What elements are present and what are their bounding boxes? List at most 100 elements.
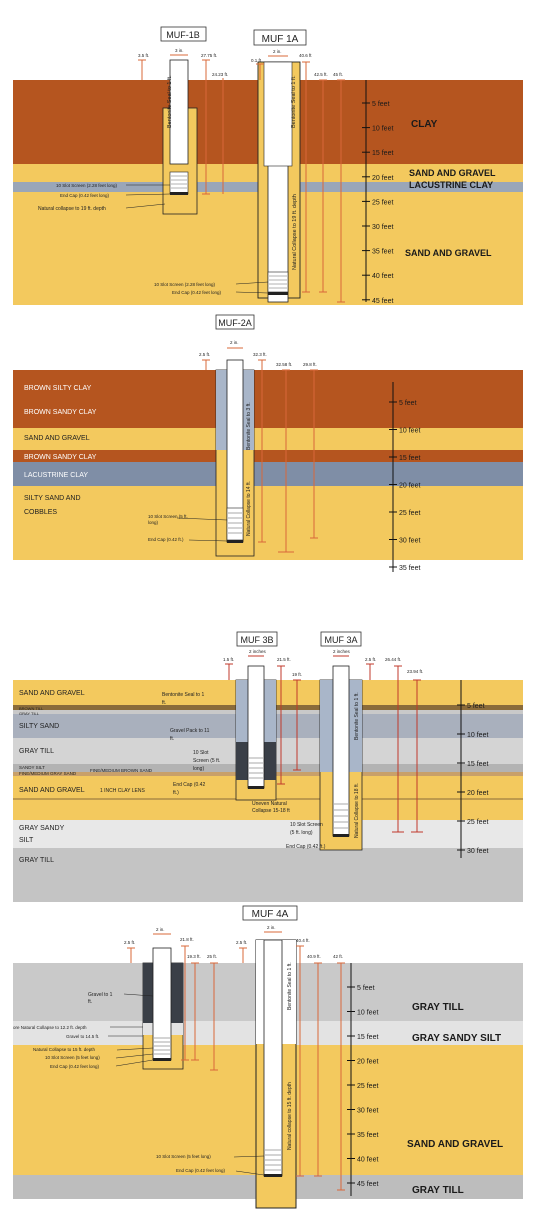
note-3a-cap: End Cap (0.42 ft.) [286, 844, 326, 850]
stratum-brown-silty-clay: BROWN SILTY CLAY [24, 385, 92, 392]
dim-1a-h: 42.5 ft. [314, 72, 328, 77]
dim-4-i: 40.9 ft. [307, 954, 321, 959]
dim-4-h: 40.4 ft. [296, 938, 310, 943]
scale-label: 15 feet [467, 761, 488, 768]
panel-4: MUF 4A 2 in. 2.5 ft. 21.8 ft. 19.3 ft. 2… [13, 905, 523, 1209]
note-3b-gravel-2: ft. [170, 736, 174, 742]
stratum-silty-sand: SILTY SAND AND [24, 495, 81, 502]
stratum-gray-till: GRAY TILL [412, 1002, 464, 1013]
note-4-collapse-15: Natural Collapse to 15 ft. depth [33, 1047, 96, 1052]
scale-label: 40 feet [357, 1157, 378, 1164]
scale-label: 35 feet [357, 1132, 378, 1139]
note-3b-cap: End Cap (0.42 [173, 782, 205, 788]
scale-label: 10 feet [372, 126, 393, 133]
stratum-brown-till: BROWN TILL [19, 706, 44, 711]
lacustrine-layer [13, 462, 523, 486]
scale-label: 30 feet [399, 538, 420, 545]
note-2a-cap: End Cap (0.42 ft.) [148, 537, 184, 542]
note-4-collapse: ore Natural Collapse to 12.2 ft. depth [13, 1025, 87, 1030]
dim-1b-c: 27.75 ft. [201, 53, 217, 58]
note-1a-slot: 10 Slot Screen (2.28 feet long) [154, 282, 216, 287]
muf-3a-end-cap [333, 834, 349, 837]
dim-2a-a: 2.5 ft. [199, 352, 210, 357]
scale-label: 20 feet [372, 175, 393, 182]
muf-1a-collapse-note: Natural Collapse to 19 ft. depth [292, 194, 298, 270]
title-muf-4a: MUF 4A [252, 909, 289, 920]
gray-sandy-silt-layer [13, 820, 523, 848]
dim-3b-c: 21.5 ft. [277, 657, 291, 662]
dim-3a-h: 23.94 ft. [407, 669, 423, 674]
muf-2a-seal-note: Bentonite Seal to 3 ft. [246, 402, 252, 450]
note-3b-seal: Bentonite Seal to 1 [162, 692, 204, 698]
scale-label: 30 feet [372, 224, 393, 231]
note-4-cap-right: End Cap (0.42 feet long) [176, 1168, 226, 1173]
note-3a-slot: 10 Slot Screen [290, 822, 323, 828]
stratum-gray-till-2: GRAY TILL [412, 1185, 464, 1196]
title-muf-2a: MUF-2A [218, 318, 252, 328]
title-box-muf-4a [242, 905, 298, 921]
scale-label: 40 feet [372, 273, 393, 280]
muf-3a-collapse-note: Natural Collapse to 18 ft. [354, 783, 360, 838]
scale-label: 15 feet [399, 455, 420, 462]
dim-1b-d: 24.23 ft. [212, 72, 228, 77]
stratum-gray-till: GRAY TILL [19, 711, 40, 716]
note-3b-seal-2: ft. [162, 700, 166, 706]
scale-label: 25 feet [372, 199, 393, 206]
stratum-fine-gray-sand: FINE/MEDIUM GRAY SAND [19, 771, 77, 776]
stratum-gray-till-2: GRAY TILL [19, 748, 54, 755]
note-1a-cap: End Cap (0.42 feet long) [172, 290, 222, 295]
stratum-sand-gravel: SAND AND GRAVEL [409, 168, 496, 178]
scale-label: 5 feet [467, 703, 485, 710]
dim-2a-e: 29.8 ft. [303, 362, 317, 367]
dim-2a-d: 32.58 ft. [276, 362, 292, 367]
stratum-gray-till-3: GRAY TILL [19, 857, 54, 864]
scale-label: 15 feet [357, 1034, 378, 1041]
stratum-brown-sandy-clay-2: BROWN SANDY CLAY [24, 454, 97, 461]
muf-1a-end-cap [268, 292, 288, 295]
stratum-sand-gravel: SAND AND GRAVEL [407, 1139, 503, 1150]
scale-1-ticks: 5 feet 10 feet 15 feet 20 feet 25 feet 30 fee… [362, 101, 393, 305]
stratum-sand-gravel-2: SAND AND GRAVEL [405, 248, 492, 258]
dim-1a-g: 40.6 ft [299, 53, 312, 58]
silty-sand-layer [13, 486, 523, 560]
scale-label: 5 feet [357, 985, 375, 992]
muf-2a-end-cap [227, 540, 243, 543]
note-1b-cap: End Cap (0.42 feet long) [60, 193, 110, 198]
scale-label: 30 feet [467, 848, 488, 855]
note-3b-slot-3: long) [193, 766, 204, 772]
panel-3: MUF 3B MUF 3A 2 inches 1.5 ft. 21.5 ft. … [13, 609, 523, 903]
note-1b-slot: 10 Slot Screen (2.28 feet long) [56, 183, 118, 188]
title-box-muf-1a [253, 29, 307, 46]
dim-4-d: 19.3 ft. [187, 954, 201, 959]
note-3b-uneven-2: Collapse 15-18 ft [252, 808, 290, 814]
scale-3-ticks: 5 feet 10 feet 15 feet 20 feet 25 feet 30 fee… [457, 703, 488, 855]
stratum-sandy-silt: SANDY SILT [19, 765, 45, 770]
note-4-slot-right: 10 Slot Screen (5 feet long) [156, 1154, 211, 1159]
dim-4-c: 21.8 ft. [180, 937, 194, 942]
dim-3a-f: 2.5 ft. [365, 657, 376, 662]
stratum-sand-gravel-2: SAND AND GRAVEL [19, 787, 85, 794]
right-well-seal-note: Bentonite Seal to 1 ft. [287, 962, 293, 1010]
muf-1a-seal-note: Bentonite Seal to 1 ft. [291, 75, 297, 128]
muf-3b-end-cap [248, 786, 264, 789]
title-box-muf-2a [215, 314, 255, 330]
stratum-lacustrine: LACUSTRINE CLAY [24, 472, 88, 479]
dim-1b-b: 3 in. [175, 48, 184, 53]
note-3b-cap-2: ft.) [173, 790, 179, 796]
stratum-silty-sand: SILTY SAND [19, 723, 59, 730]
note-4-gravel-2: ft. [88, 999, 92, 1005]
note-4-cap: End Cap (0.42 feet long) [50, 1064, 100, 1069]
dim-3a-e: 2 inches [333, 649, 351, 654]
panel-1: MUF-1B MUF 1A Bentonite Seal to 1 ft. 3.… [13, 26, 523, 305]
dim-3b-d: 19 ft. [292, 672, 302, 677]
title-muf-3a: MUF 3A [324, 635, 357, 645]
panel-2: MUF-2A Bentonite Seal to 3 ft. Natural C… [13, 314, 523, 572]
dim-3a-g: 26.44 ft. [385, 657, 401, 662]
scale-label: 25 feet [467, 819, 488, 826]
scale-label: 20 feet [399, 483, 420, 490]
muf-2a-collapse-note: Natural Collapse to 14 ft. [246, 481, 252, 536]
title-muf-1b: MUF-1B [166, 30, 200, 40]
muf-3b-casing [247, 665, 265, 789]
title-muf-1a: MUF 1A [262, 34, 299, 45]
stratum-lacustrine: LACUSTRINE CLAY [409, 180, 493, 190]
